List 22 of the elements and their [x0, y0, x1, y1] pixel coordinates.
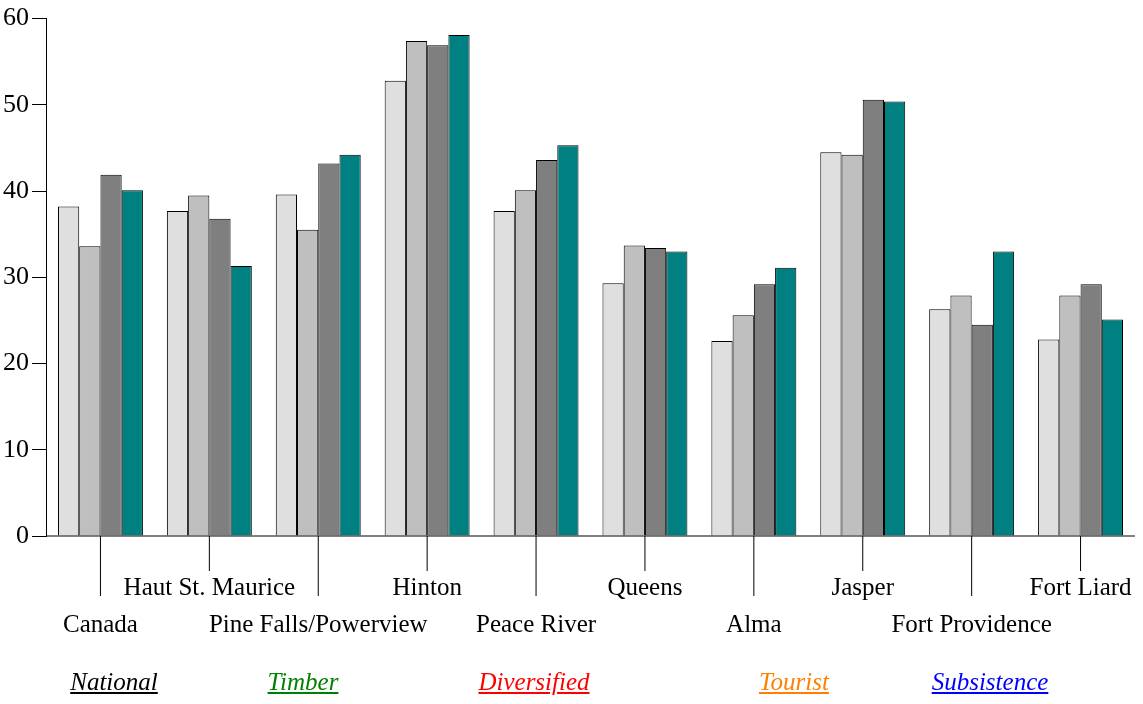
x-tick-label: Haut St. Maurice — [123, 572, 296, 600]
y-tick-label: 30 — [3, 261, 29, 291]
x-tick-label: Fort Liard — [1029, 572, 1133, 600]
y-tick-label: 40 — [3, 174, 29, 204]
text: Timber — [267, 668, 339, 696]
x-tick-label: Hinton — [392, 572, 463, 600]
text: Tourist — [759, 668, 829, 696]
y-tick-label: 10 — [3, 433, 29, 463]
text: National — [70, 668, 158, 696]
y-tick-label: 0 — [16, 519, 29, 549]
text: Subsistence — [931, 668, 1049, 696]
y-tick-label: 20 — [3, 347, 29, 377]
x-tick-label: Queens — [607, 572, 683, 600]
x-tick-label: Jasper — [831, 572, 895, 600]
y-tick-label: 60 — [3, 2, 29, 32]
y-tick-label: 50 — [3, 88, 29, 118]
x-tick-label: Canada — [62, 609, 138, 637]
x-tick-label: Pine Falls/Powerview — [208, 609, 428, 637]
text: Diversified — [478, 668, 590, 696]
x-tick-label: Peace River — [476, 609, 597, 637]
x-tick-label: Fort Providence — [891, 609, 1052, 637]
x-tick-label: Alma — [726, 609, 782, 637]
